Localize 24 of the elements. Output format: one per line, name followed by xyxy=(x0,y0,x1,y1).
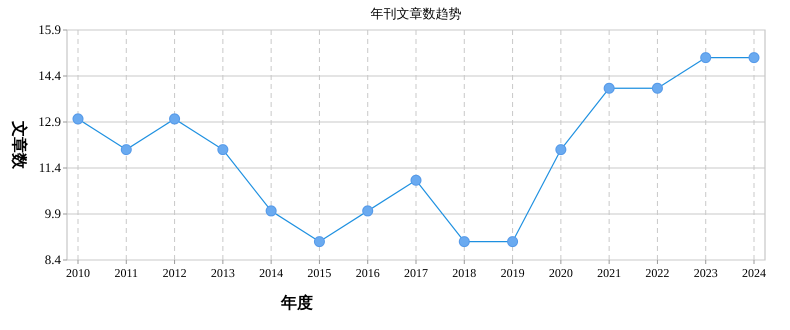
xtick: 2014 xyxy=(259,266,284,280)
ytick: 9.9 xyxy=(44,206,61,221)
xtick: 2024 xyxy=(742,266,766,280)
ytick: 11.4 xyxy=(38,160,61,175)
ylabel: 文章数 xyxy=(10,121,27,169)
xtick: 2011 xyxy=(114,266,138,280)
ytick: 8.4 xyxy=(44,252,61,267)
xtick: 2020 xyxy=(548,266,573,280)
ytick: 14.4 xyxy=(38,68,61,83)
xtick: 2018 xyxy=(452,266,476,280)
xtick: 2023 xyxy=(694,266,718,280)
xtick: 2022 xyxy=(645,266,670,280)
xtick: 2021 xyxy=(597,266,622,280)
xtick: 2013 xyxy=(210,266,235,280)
xtick: 2019 xyxy=(500,266,525,280)
ytick: 15.9 xyxy=(38,22,61,37)
title: 年刊文章数趋势 xyxy=(370,6,462,21)
xtick: 2010 xyxy=(66,266,90,280)
xtick: 2012 xyxy=(162,266,187,280)
xlabel: 年度 xyxy=(281,295,313,312)
ytick: 12.9 xyxy=(38,114,61,129)
xtick: 2015 xyxy=(307,266,332,280)
xtick: 2017 xyxy=(404,266,428,280)
xtick: 2016 xyxy=(356,266,380,280)
